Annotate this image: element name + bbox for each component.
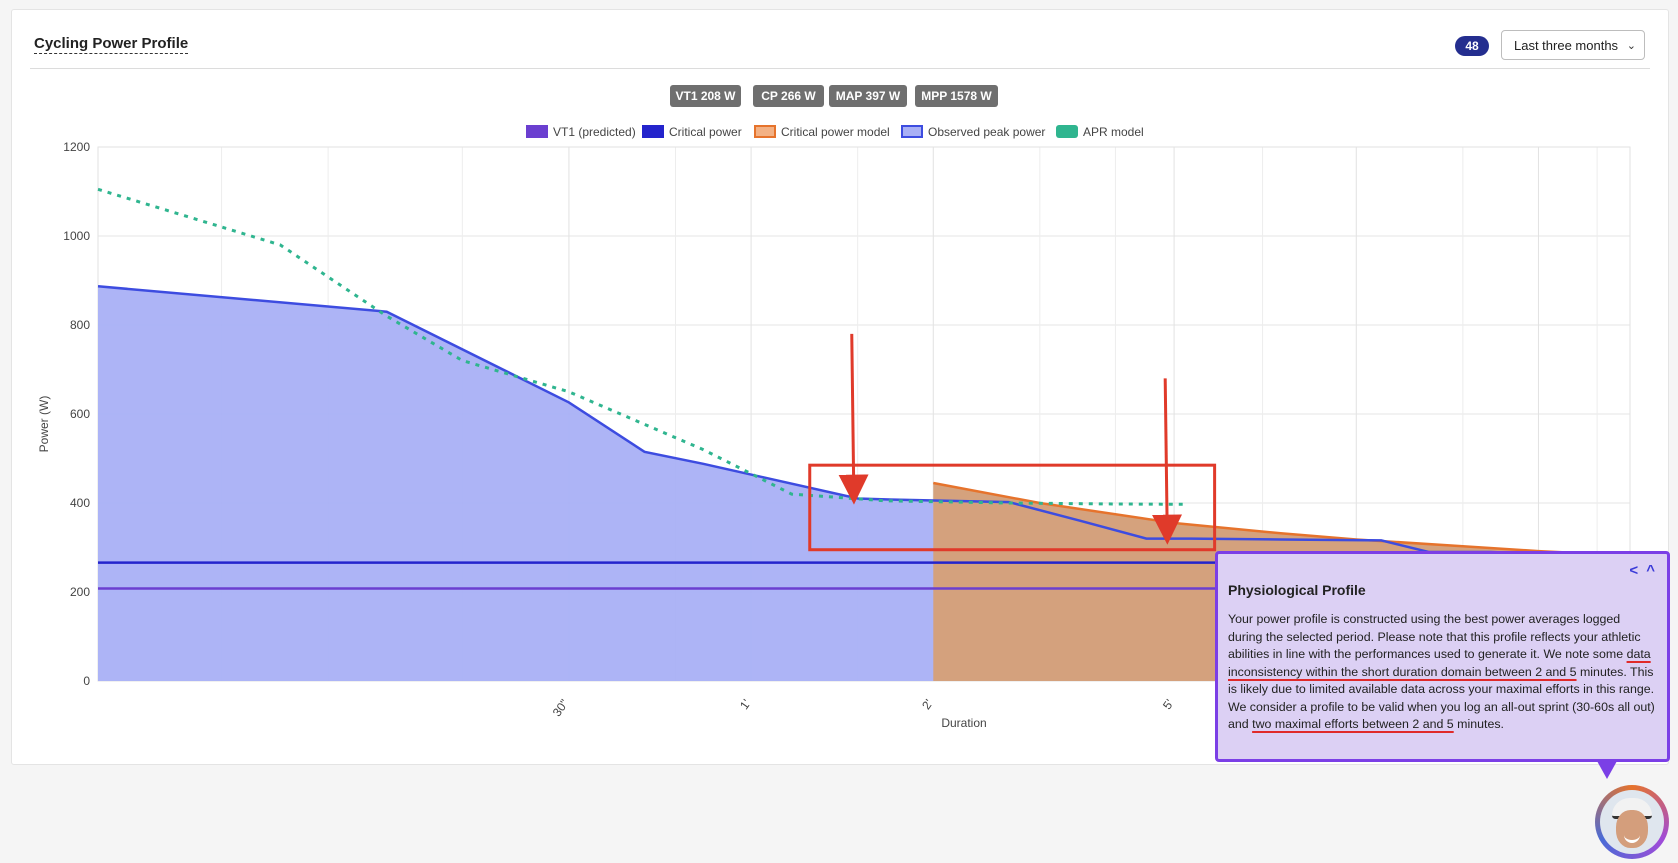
tooltip-text: Your power profile is constructed using … <box>1228 611 1656 734</box>
legend-label: APR model <box>1083 125 1144 139</box>
count-badge: 48 <box>1455 36 1489 56</box>
annotation-arrow <box>838 333 869 505</box>
tooltip-pointer <box>1597 761 1617 779</box>
x-tick-label: 30" <box>550 697 572 719</box>
legend-label: Critical power <box>669 125 742 139</box>
legend-label: Observed peak power <box>928 125 1046 139</box>
annotation-arrow <box>1151 378 1182 545</box>
period-select-value: Last three months <box>1514 38 1619 53</box>
metric-badge-cp: CP 266 W <box>753 85 824 107</box>
y-tick-label: 1200 <box>63 140 90 154</box>
metric-badge-vt1: VT1 208 W <box>670 85 741 107</box>
avatar-smile <box>1624 834 1640 843</box>
avatar-image <box>1600 790 1664 854</box>
period-select[interactable]: Last three months ⌄ <box>1501 30 1645 60</box>
legend-swatch-apr-model <box>1056 125 1078 138</box>
legend-label: Critical power model <box>781 125 890 139</box>
cp-model-line <box>933 481 1631 557</box>
tooltip-text-highlight: data inconsistency within the short dura… <box>1228 647 1651 679</box>
card-header: Cycling Power Profile 48 Last three mont… <box>30 26 1650 69</box>
metric-badge-mpp: MPP 1578 W <box>915 85 998 107</box>
tooltip-text-part: Your power profile is constructed using … <box>1228 612 1641 661</box>
y-axis-title: Power (W) <box>37 396 51 453</box>
legend-label: VT1 (predicted) <box>553 125 636 139</box>
tooltip-text-part: minutes. <box>1453 717 1504 731</box>
coach-avatar[interactable] <box>1595 785 1669 859</box>
physiological-profile-tooltip: < ^ Physiological Profile Your power pro… <box>1215 551 1670 762</box>
y-tick-label: 800 <box>70 318 90 332</box>
legend-swatch-vt1 <box>526 125 548 138</box>
metric-badge-map: MAP 397 W <box>829 85 907 107</box>
tooltip-title: Physiological Profile <box>1228 582 1366 598</box>
y-tick-label: 400 <box>70 496 90 510</box>
y-tick-label: 200 <box>70 585 90 599</box>
chevron-down-icon: ⌄ <box>1626 40 1636 52</box>
y-tick-label: 600 <box>70 407 90 421</box>
y-tick-label: 1000 <box>63 229 90 243</box>
legend-swatch-critical-power <box>642 125 664 138</box>
annotation-box <box>808 463 1217 552</box>
tooltip-controls[interactable]: < ^ <box>1629 562 1657 579</box>
x-tick-label: 1' <box>737 697 754 712</box>
tooltip-text-part: minutes. This is likely due to limited a… <box>1228 664 1655 732</box>
x-axis-title: Duration <box>941 716 986 730</box>
legend-swatch-observed-peak <box>901 125 923 138</box>
tooltip-text-highlight: two maximal efforts between 2 and 5 <box>1252 717 1454 731</box>
legend-swatch-cp-model <box>754 125 776 138</box>
card-title[interactable]: Cycling Power Profile <box>34 35 189 54</box>
x-tick-label: 2' <box>919 697 936 712</box>
y-tick-label: 0 <box>83 674 90 688</box>
x-tick-label: 5' <box>1160 697 1177 712</box>
apr-model-line <box>97 187 1183 506</box>
